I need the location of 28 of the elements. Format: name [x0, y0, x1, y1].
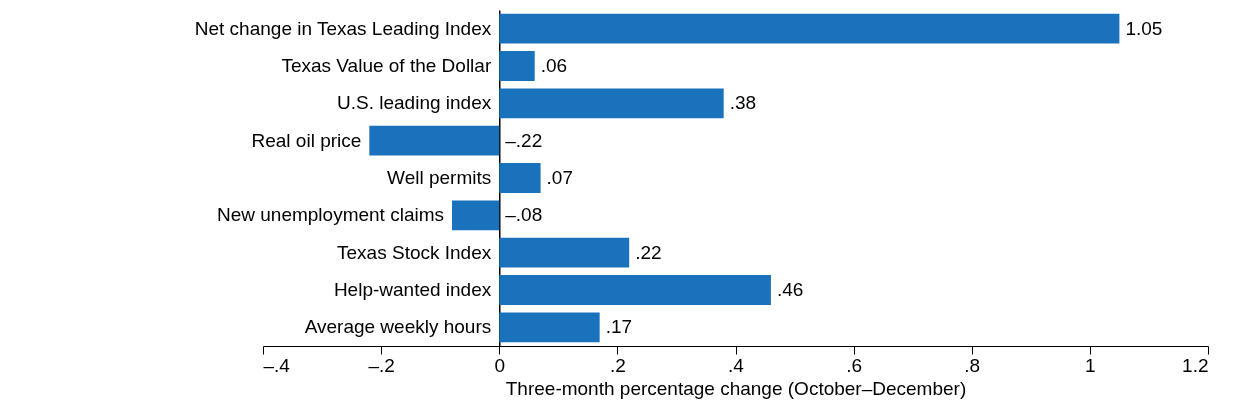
data-label: .22	[635, 241, 662, 263]
y-tick-label: Texas Stock Index	[337, 241, 492, 263]
data-label: –.22	[505, 129, 543, 151]
y-tick-label: Texas Value of the Dollar	[281, 55, 492, 76]
data-label: .06	[540, 55, 568, 76]
x-axis-title: Three-month percentage change (October–December)	[505, 377, 967, 399]
x-tick-label: .2	[609, 354, 626, 376]
x-tick-label: 0	[494, 354, 506, 376]
data-label: –.08	[505, 204, 543, 226]
x-tick-label: .6	[846, 354, 863, 376]
data-label: .46	[776, 279, 804, 300]
data-label: .17	[605, 316, 633, 338]
x-tick-label: 1.2	[1182, 354, 1209, 376]
data-label: .38	[729, 92, 757, 114]
y-tick-label: Help-wanted index	[333, 279, 492, 300]
data-label: 1.05	[1125, 17, 1163, 39]
y-tick-label: Average weekly hours	[304, 316, 492, 338]
x-tick-label: 1	[1085, 354, 1096, 376]
x-tick-label: –.4	[263, 354, 291, 376]
y-tick-label: Net change in Texas Leading Index	[194, 17, 492, 39]
data-label: .07	[546, 167, 574, 188]
y-tick-label: Real oil price	[251, 129, 362, 151]
y-tick-label: Well permits	[387, 167, 492, 188]
x-tick-label: .4	[728, 354, 745, 376]
y-tick-label: U.S. leading index	[337, 92, 492, 114]
y-tick-label: New unemployment claims	[216, 204, 444, 226]
x-tick-label: –.2	[368, 354, 395, 376]
x-tick-label: .8	[964, 354, 981, 376]
